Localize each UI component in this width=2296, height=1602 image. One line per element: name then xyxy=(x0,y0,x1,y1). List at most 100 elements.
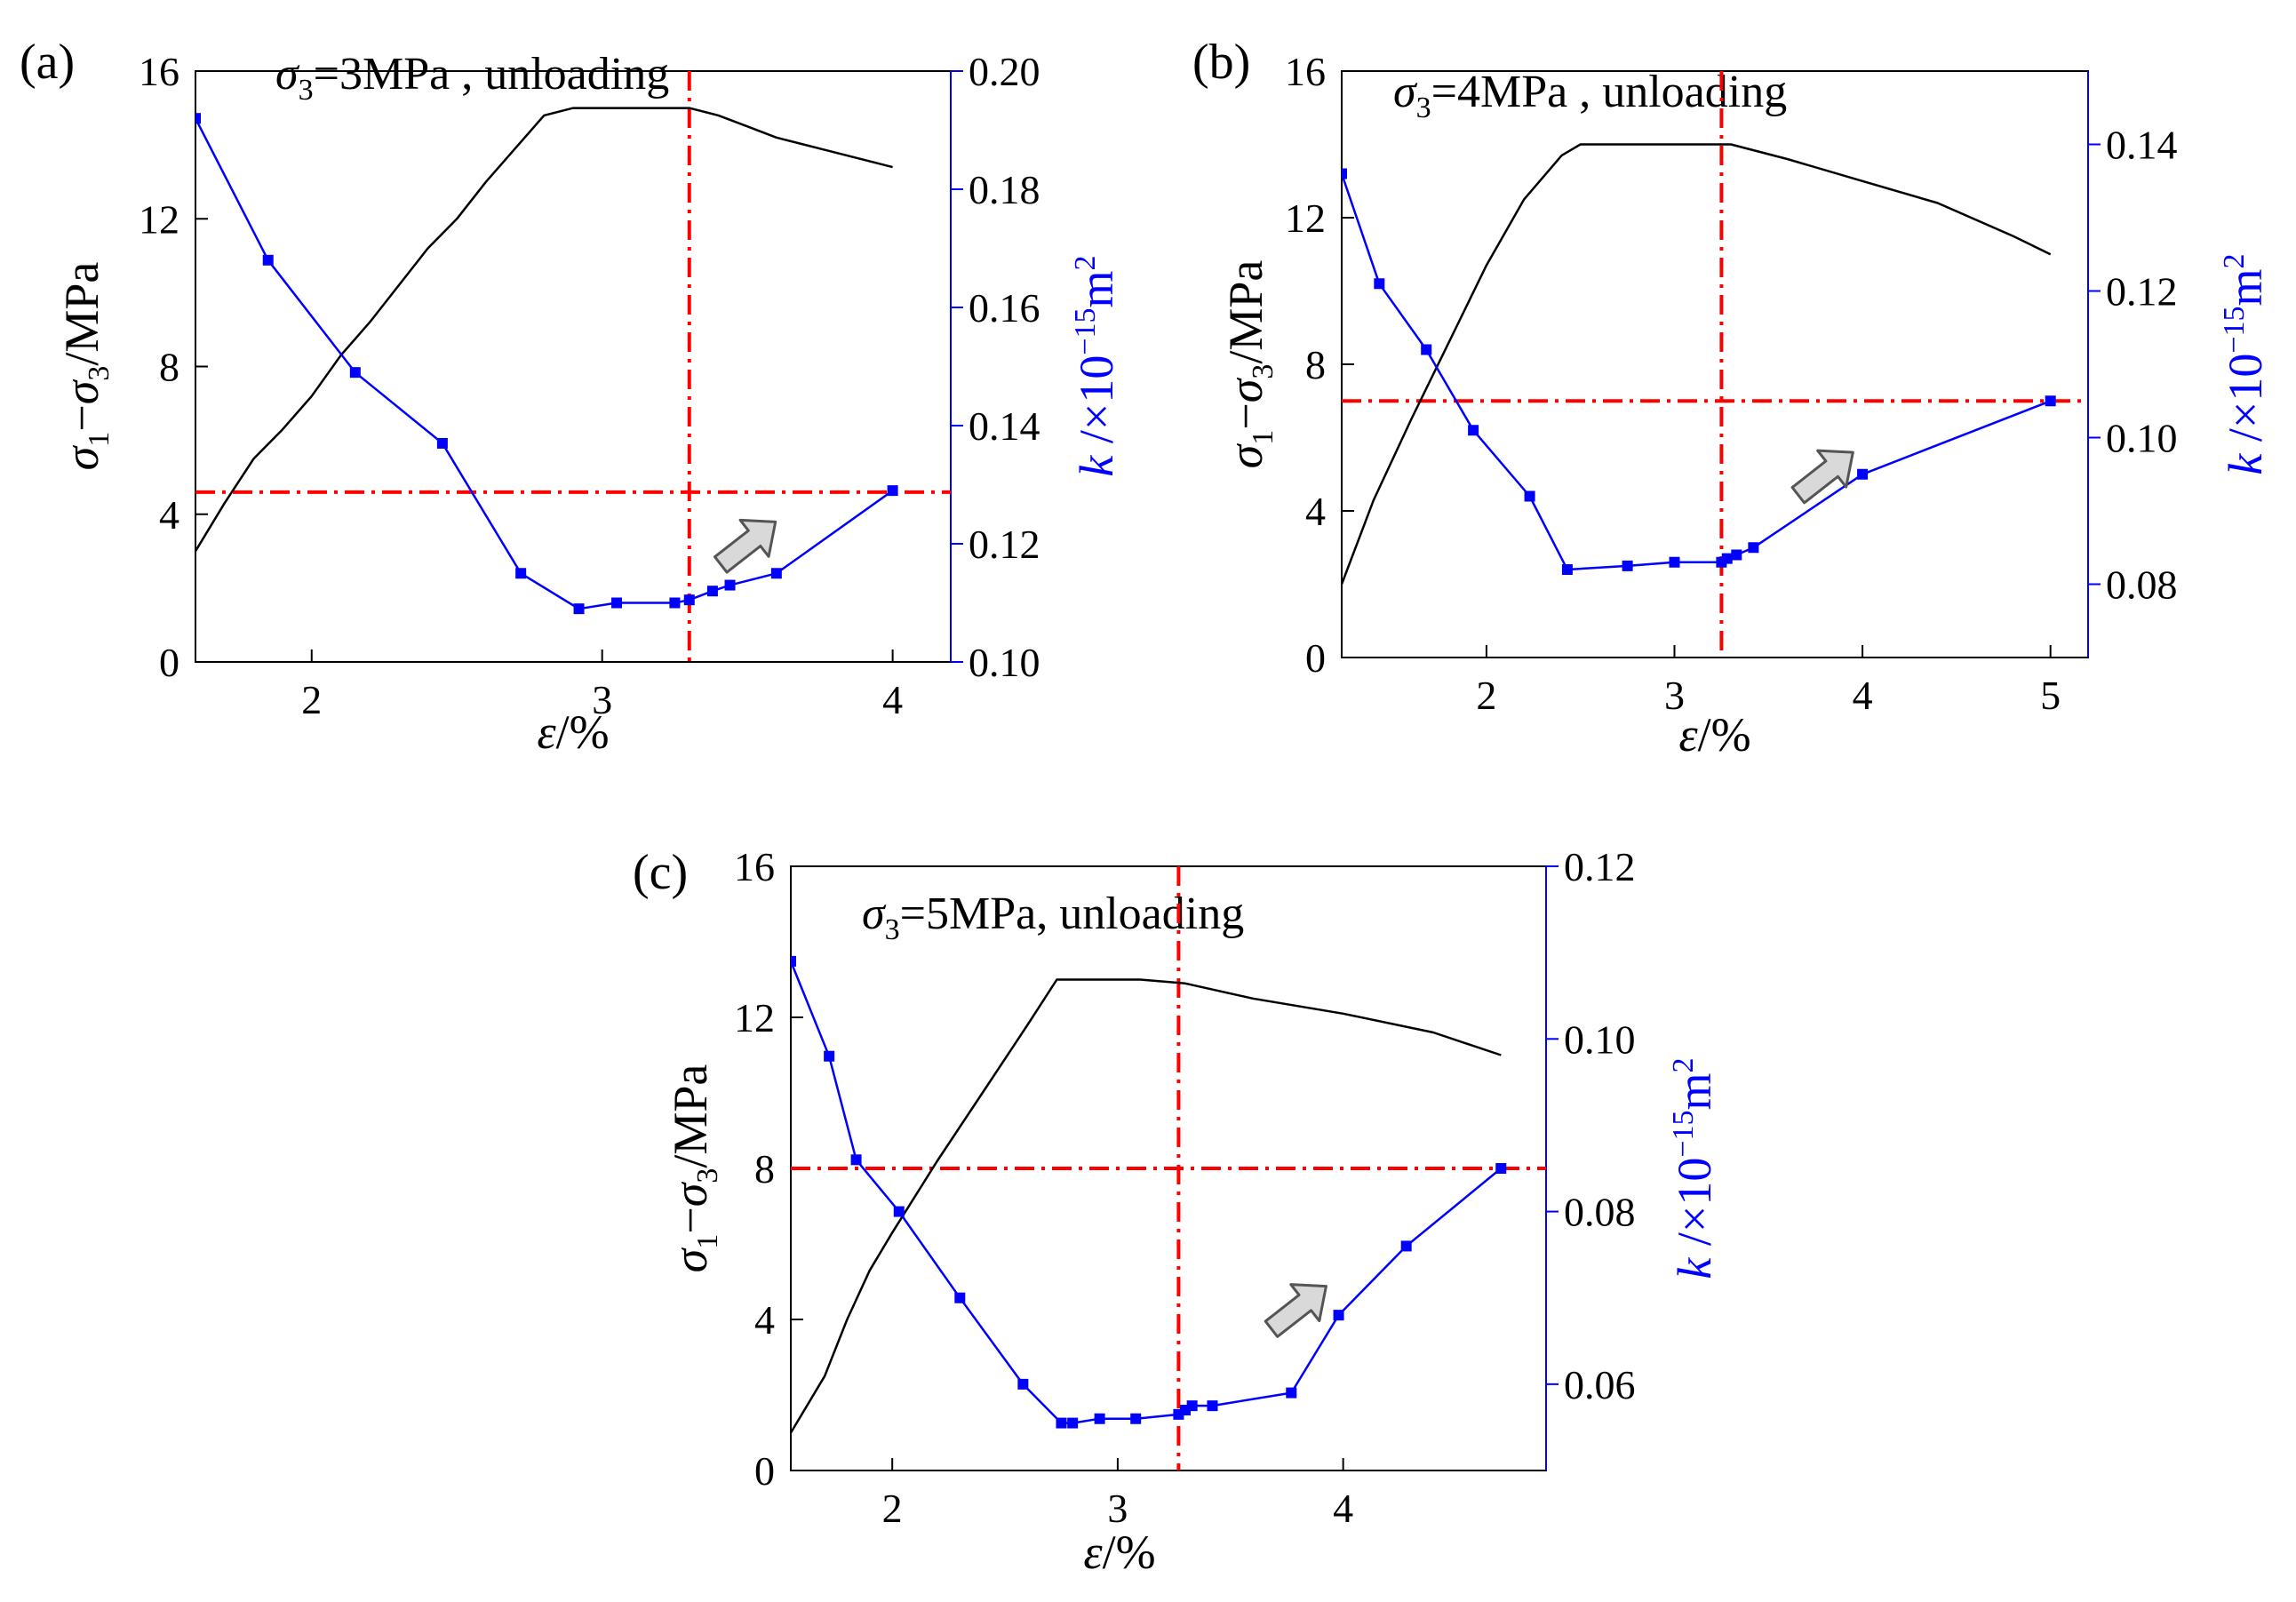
permeability-marker xyxy=(770,568,782,579)
permeability-marker xyxy=(2045,395,2056,407)
x-tick-label: 4 xyxy=(1333,1486,1353,1531)
arrow-shape xyxy=(713,518,777,574)
arrow-body xyxy=(1790,449,1854,505)
chart-title: σ3=5MPa, unloading xyxy=(862,889,1244,946)
x-tick-label: 5 xyxy=(2040,673,2061,718)
x-axis-label: ε/% xyxy=(1083,1526,1155,1579)
left-axis-ticks: 0 4 8 12 16 xyxy=(734,844,803,1494)
x-axis-ticks: 2 3 4 xyxy=(882,1458,1353,1531)
svg-text:(c): (c) xyxy=(633,845,688,900)
panel-b-chart: (b) σ3=4MPa , unloading 0 4 8 12 16 0.08 0.10… xyxy=(1192,35,2272,761)
right-axis-label: k /×10−15m2 xyxy=(1667,1057,1721,1279)
left-tick-label: 0 xyxy=(1305,635,1326,681)
panel-a-chart: (a) σ3=3MPa , unloading 0 4 8 12 16 0.10 0.12… xyxy=(20,35,1123,759)
left-axis-label: σ1−σ3/MPa xyxy=(55,262,116,471)
x-tick-label: 4 xyxy=(1853,673,1873,718)
permeability-marker xyxy=(262,254,274,266)
permeability-marker xyxy=(791,955,796,967)
permeability-marker xyxy=(1130,1413,1142,1424)
permeability-marker xyxy=(1669,556,1680,568)
permeability-marker xyxy=(1731,549,1742,561)
left-tick-label: 0 xyxy=(754,1448,775,1494)
permeability-marker xyxy=(850,1154,862,1166)
x-axis-ticks: 2 3 4 5 xyxy=(1476,645,2061,718)
permeability-marker xyxy=(824,1050,835,1062)
permeability-curve xyxy=(1342,173,2052,571)
permeability-marker xyxy=(1721,553,1733,564)
permeability-marker xyxy=(1094,1413,1105,1424)
left-axis-ticks: 0 4 8 12 16 xyxy=(1285,49,1354,681)
x-tick-label: 3 xyxy=(1664,673,1685,718)
permeability-marker xyxy=(887,485,898,497)
left-tick-label: 8 xyxy=(754,1146,775,1192)
right-tick-label: 0.20 xyxy=(969,49,1040,94)
chart-title: σ3=3MPa , unloading xyxy=(275,49,669,107)
left-tick-label: 8 xyxy=(1305,342,1326,387)
permeability-marker xyxy=(1333,1310,1344,1321)
permeability-curve xyxy=(791,960,1503,1424)
chart-title: σ3=4MPa , unloading xyxy=(1393,67,1787,124)
right-tick-label: 0.08 xyxy=(2106,562,2178,608)
left-tick-label: 16 xyxy=(1285,49,1326,94)
right-tick-label: 0.06 xyxy=(1564,1362,1636,1407)
x-axis-ticks: 2 3 4 xyxy=(301,650,903,722)
permeability-marker xyxy=(436,437,448,449)
permeability-marker xyxy=(1495,1163,1507,1174)
guide-lines xyxy=(1342,71,2088,658)
stress-curve xyxy=(1342,143,2052,585)
arrow-shape xyxy=(1790,449,1854,505)
x-axis-label: ε/% xyxy=(537,705,609,759)
permeability-marker xyxy=(1056,1417,1067,1429)
permeability-marker xyxy=(1421,344,1432,355)
permeability-marker xyxy=(954,1292,966,1303)
permeability-marker xyxy=(706,586,718,597)
arrow-body xyxy=(713,518,777,574)
trend-arrow xyxy=(713,518,777,574)
permeability-marker xyxy=(1400,1240,1412,1252)
permeability-marker xyxy=(611,597,623,609)
permeability-marker xyxy=(1017,1378,1029,1390)
x-tick-label: 2 xyxy=(1476,673,1496,718)
right-tick-label: 0.12 xyxy=(1564,844,1636,889)
permeability-marker xyxy=(724,579,736,591)
permeability-marker xyxy=(1342,168,1347,179)
right-tick-label: 0.10 xyxy=(1564,1016,1636,1062)
right-tick-label: 0.08 xyxy=(1564,1190,1636,1235)
left-tick-label: 4 xyxy=(159,492,179,538)
permeability-marker xyxy=(195,113,201,124)
permeability-series xyxy=(1342,168,2056,575)
left-axis-ticks: 0 4 8 12 16 xyxy=(139,49,208,685)
guide-lines xyxy=(195,71,951,662)
permeability-series xyxy=(195,113,898,615)
guide-lines xyxy=(791,866,1546,1470)
right-axis-label: k /×10−15m2 xyxy=(1069,255,1123,476)
right-tick-label: 0.12 xyxy=(2106,269,2178,315)
permeability-marker xyxy=(893,1206,905,1217)
left-tick-label: 16 xyxy=(734,844,775,889)
right-tick-label: 0.12 xyxy=(969,522,1040,567)
permeability-marker xyxy=(1374,278,1385,290)
permeability-marker xyxy=(1207,1400,1218,1412)
left-tick-label: 12 xyxy=(139,196,179,242)
permeability-marker xyxy=(1468,425,1479,436)
permeability-marker xyxy=(1067,1417,1079,1429)
right-tick-label: 0.10 xyxy=(969,640,1040,685)
permeability-marker xyxy=(1524,490,1535,502)
left-tick-label: 4 xyxy=(1305,489,1326,534)
x-tick-label: 2 xyxy=(882,1486,903,1531)
permeability-marker xyxy=(515,568,527,579)
right-axis-ticks: 0.06 0.08 0.10 0.12 xyxy=(1546,844,1636,1407)
permeability-curve xyxy=(195,117,894,610)
permeability-marker xyxy=(1857,468,1869,480)
stress-series xyxy=(791,978,1502,1434)
stress-curve xyxy=(195,107,893,552)
right-tick-label: 0.14 xyxy=(969,403,1040,449)
arrow-shape xyxy=(1264,1283,1327,1338)
right-axis-label: k /×10−15m2 xyxy=(2218,253,2272,474)
x-tick-label: 4 xyxy=(882,677,903,722)
stress-curve xyxy=(791,978,1502,1434)
stress-series xyxy=(1342,143,2052,585)
permeability-marker xyxy=(1622,560,1633,571)
